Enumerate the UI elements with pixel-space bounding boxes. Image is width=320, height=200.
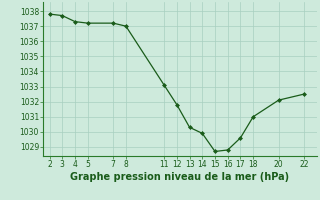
- X-axis label: Graphe pression niveau de la mer (hPa): Graphe pression niveau de la mer (hPa): [70, 172, 290, 182]
